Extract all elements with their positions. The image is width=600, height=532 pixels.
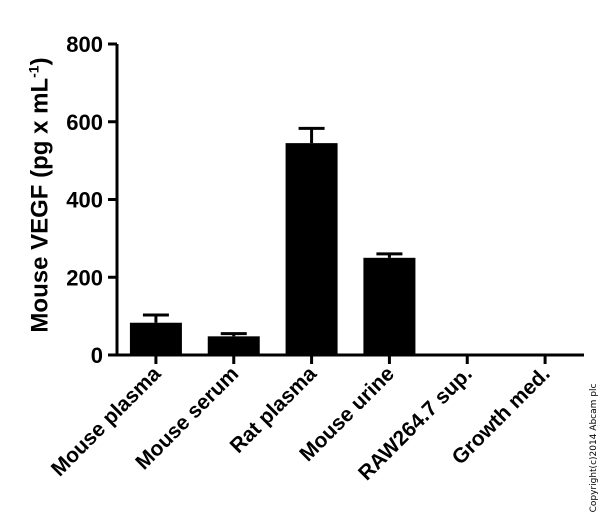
- bars-group: [129, 143, 416, 355]
- bar: [285, 143, 338, 355]
- y-tick-label: 600: [66, 110, 103, 135]
- axes-group: [115, 44, 584, 357]
- bar: [363, 257, 416, 355]
- y-tick-label: 800: [66, 32, 103, 57]
- y-tick-label: 200: [66, 265, 103, 290]
- error-bars-group: [142, 126, 403, 337]
- copyright-text: Copyright(c)2014 Abcam plc: [589, 383, 599, 513]
- bar: [207, 336, 260, 355]
- y-tick-label: 0: [91, 343, 103, 368]
- y-ticks-group: 0 200 400 600 800: [66, 32, 547, 368]
- y-axis-label: Mouse VEGF (pg x mL-1): [25, 57, 54, 333]
- y-tick-label: 400: [66, 188, 103, 213]
- bar: [129, 322, 182, 355]
